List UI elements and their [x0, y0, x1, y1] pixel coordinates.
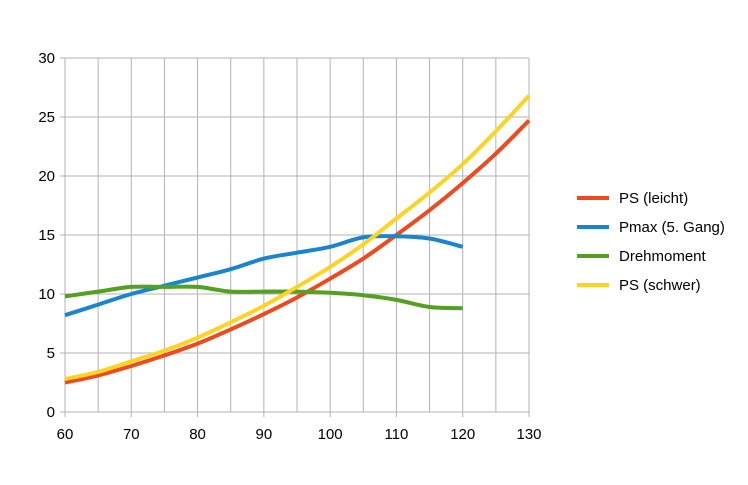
series-line-drehmoment [64, 284, 463, 311]
x-tick-label: 110 [384, 426, 408, 443]
y-tick-label: 15 [38, 227, 55, 244]
y-tick-label: 0 [47, 404, 55, 421]
x-tick-label: 70 [123, 426, 140, 443]
y-tick-label: 20 [38, 168, 55, 185]
series-line-pmax-5-gang [64, 234, 464, 318]
y-tick-label: 30 [38, 50, 55, 67]
x-tick-label: 60 [57, 426, 74, 443]
legend-label-ps-leicht: PS (leicht) [619, 190, 688, 207]
series-lines [64, 94, 531, 385]
y-tick-label: 25 [38, 109, 55, 126]
x-tick-label: 100 [318, 426, 343, 443]
x-axis-ticks: 60 70 80 90 100 110 120 130 [57, 412, 542, 443]
x-tick-label: 90 [256, 426, 273, 443]
x-tick-label: 120 [450, 426, 475, 443]
grid [64, 57, 530, 413]
legend: PS (leicht) Pmax (5. Gang) Drehmoment PS (s… [577, 190, 725, 294]
legend-label-drehmoment: Drehmoment [619, 248, 707, 265]
y-tick-label: 10 [38, 286, 55, 303]
series-line-ps-schwer [64, 94, 531, 381]
y-axis-ticks: 0 5 10 15 20 25 30 [38, 50, 65, 421]
legend-label-ps-schwer: PS (schwer) [619, 277, 701, 294]
series-line-ps-leicht [64, 119, 531, 385]
legend-label-pmax-5-gang: Pmax (5. Gang) [619, 219, 725, 236]
y-tick-label: 5 [47, 345, 55, 362]
x-tick-label: 130 [516, 426, 541, 443]
x-tick-label: 80 [189, 426, 206, 443]
